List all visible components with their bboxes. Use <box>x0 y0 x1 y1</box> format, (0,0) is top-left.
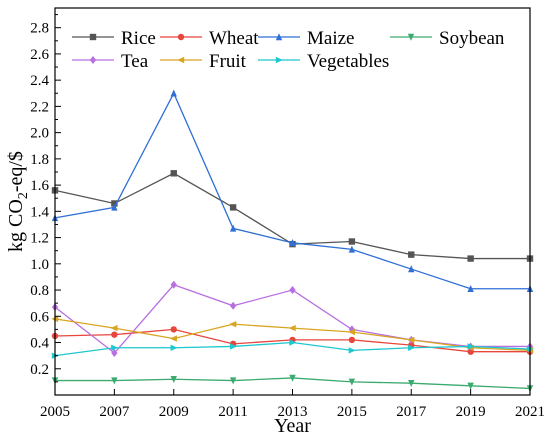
x-axis-title: Year <box>274 415 311 437</box>
x-tick-label: 2011 <box>218 404 247 420</box>
data-point-tea <box>289 286 296 295</box>
y-tick-label: 0.8 <box>30 283 49 299</box>
x-tick-label: 2007 <box>99 404 130 420</box>
x-tick-label: 2013 <box>278 404 308 420</box>
data-point-maize <box>229 224 237 232</box>
data-point-maize <box>289 239 296 247</box>
legend-label-fruit: Fruit <box>209 51 247 72</box>
legend-item-rice: Rice <box>72 28 156 49</box>
data-point-rice <box>111 200 118 207</box>
legend-item-wheat: Wheat <box>160 28 259 49</box>
data-point-soybean <box>170 376 177 384</box>
data-point-fruit <box>288 324 296 332</box>
data-point-fruit <box>229 320 237 328</box>
y-tick-label: 1.4 <box>30 204 49 220</box>
data-point-rice <box>348 238 356 245</box>
legend-label-maize: Maize <box>307 28 354 49</box>
data-point-soybean <box>111 377 118 385</box>
data-point-maize <box>408 265 415 273</box>
y-tick-label: 2.2 <box>30 99 49 115</box>
y-axis-title-base: kg CO <box>5 199 27 252</box>
data-point-tea <box>229 301 237 310</box>
series-line-maize <box>54 91 530 290</box>
data-point-vegetables <box>229 343 237 350</box>
data-point-maize <box>111 203 118 211</box>
y-axis-title-subscript: 2 <box>16 192 31 199</box>
data-point-rice <box>229 204 237 211</box>
y-axis-title-rest: -eq/$ <box>5 151 27 192</box>
legend-label-soybean: Soybean <box>439 28 505 49</box>
x-tick-label: 2021 <box>515 404 545 420</box>
data-point-soybean <box>229 377 237 385</box>
data-point-wheat <box>348 336 356 344</box>
legend-item-vegetables: Vegetables <box>258 51 389 72</box>
legend-marker-maize <box>275 33 283 41</box>
data-point-soybean <box>467 382 474 390</box>
data-point-vegetables <box>348 347 356 354</box>
legend-item-maize: Maize <box>258 28 354 49</box>
data-point-fruit <box>348 328 356 336</box>
legend-label-vegetables: Vegetables <box>307 51 389 72</box>
y-tick-label: 1.0 <box>30 257 49 273</box>
y-axis-title: kg CO2-eq/$ <box>5 151 31 252</box>
data-point-vegetables <box>289 339 297 346</box>
x-tick-label: 2015 <box>337 404 367 420</box>
legend-marker-rice <box>89 33 97 41</box>
data-point-maize <box>467 284 474 292</box>
data-point-wheat <box>111 331 118 338</box>
legend-marker-wheat <box>177 33 185 41</box>
data-point-rice <box>467 255 474 262</box>
plot-marks <box>51 89 534 393</box>
legend: Rice Wheat Maize Soybean Tea Fruit Vegetables <box>72 28 505 72</box>
x-tick-label: 2019 <box>456 404 486 420</box>
data-point-rice <box>408 251 415 258</box>
data-point-vegetables <box>170 344 178 351</box>
y-tick-label: 1.6 <box>30 178 49 194</box>
legend-marker-vegetables <box>275 56 283 64</box>
y-tick-label: 2.8 <box>30 21 49 37</box>
data-point-tea <box>170 280 177 289</box>
x-tick-label: 2017 <box>396 404 427 420</box>
data-point-tea <box>111 349 118 358</box>
y-tick-label: 0.4 <box>30 336 49 352</box>
y-tick-label: 0.6 <box>30 309 49 325</box>
data-point-maize <box>170 89 177 97</box>
x-tick-label: 2005 <box>40 404 70 420</box>
legend-label-rice: Rice <box>121 28 156 49</box>
y-tick-label: 2.6 <box>30 47 49 63</box>
data-point-vegetables <box>111 344 119 351</box>
legend-marker-fruit <box>177 56 185 64</box>
y-tick-label: 1.8 <box>30 152 49 168</box>
series-line-vegetables <box>54 341 531 357</box>
data-point-soybean <box>289 374 296 382</box>
y-axis: 0.2 0.4 0.6 0.8 1.0 1.2 1.4 1.6 1.8 2.0 2.2 2.4 2.6 2… <box>30 14 61 383</box>
x-axis: 2005 2007 2009 2011 2013 2015 2017 2019 2021 <box>40 389 545 420</box>
series-line-fruit <box>54 318 531 352</box>
legend-item-tea: Tea <box>72 51 149 72</box>
legend-item-soybean: Soybean <box>390 28 505 49</box>
data-point-fruit <box>407 336 415 344</box>
data-point-maize <box>348 245 356 253</box>
y-tick-label: 2.4 <box>30 73 49 89</box>
x-tick-label: 2009 <box>159 404 189 420</box>
y-tick-label: 1.2 <box>30 231 49 247</box>
legend-label-wheat: Wheat <box>209 28 259 49</box>
y-tick-label: 0.2 <box>30 362 49 378</box>
legend-marker-soybean <box>407 33 415 41</box>
data-point-wheat <box>170 326 177 333</box>
data-point-fruit <box>169 335 177 342</box>
data-point-fruit <box>110 324 118 332</box>
y-tick-label: 2.0 <box>30 126 49 142</box>
data-point-soybean <box>348 378 356 386</box>
legend-item-fruit: Fruit <box>160 51 247 72</box>
data-point-rice <box>170 170 177 177</box>
data-point-vegetables <box>467 343 475 350</box>
legend-label-tea: Tea <box>121 51 149 72</box>
legend-marker-tea <box>89 56 97 64</box>
data-point-vegetables <box>408 344 416 351</box>
data-point-soybean <box>408 379 415 387</box>
